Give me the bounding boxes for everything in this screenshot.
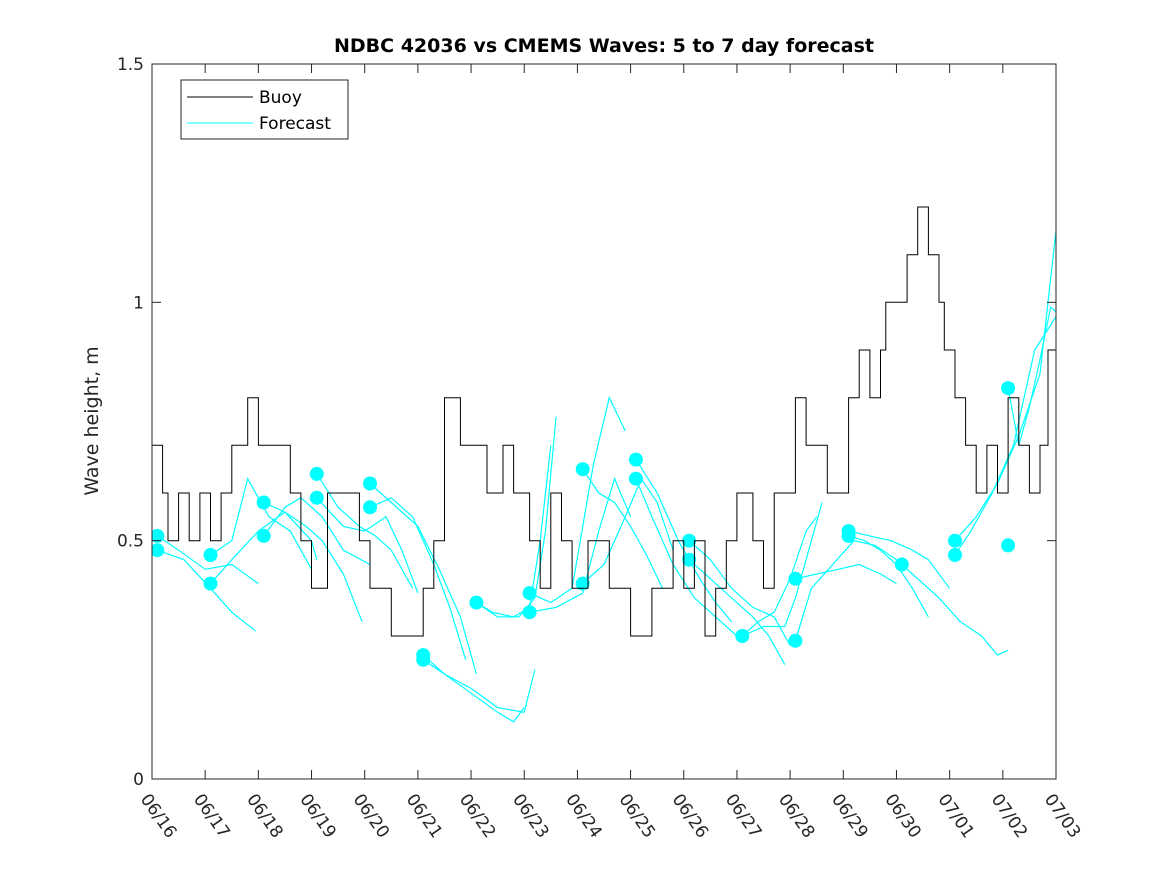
forecast-line-22 bbox=[742, 502, 823, 637]
forecast-start-point-30 bbox=[1001, 538, 1016, 553]
series-layer bbox=[152, 206, 1056, 723]
forecast-line-4 bbox=[263, 501, 363, 622]
forecast-start-point-2 bbox=[203, 548, 218, 562]
forecast-start-point-19 bbox=[682, 533, 697, 548]
axes-box bbox=[151, 63, 1057, 780]
forecast-start-point-18 bbox=[628, 471, 643, 486]
forecast-line-31 bbox=[1007, 305, 1056, 446]
forecast-start-point-6 bbox=[309, 466, 324, 481]
forecast-line-0 bbox=[156, 535, 259, 585]
forecast-start-point-12 bbox=[469, 595, 484, 610]
forecast-line-14 bbox=[529, 395, 626, 604]
forecast-start-point-9 bbox=[363, 500, 377, 515]
forecast-line-23 bbox=[741, 516, 818, 637]
forecast-start-point-0 bbox=[152, 528, 165, 543]
forecast-line-16 bbox=[582, 468, 664, 589]
forecast-start-point-27 bbox=[948, 533, 962, 548]
forecast-line-11 bbox=[422, 659, 525, 723]
forecast-line-3 bbox=[210, 511, 318, 584]
forecast-start-point-14 bbox=[522, 605, 537, 620]
forecast-start-point-29 bbox=[1001, 381, 1016, 396]
forecast-start-point-1 bbox=[152, 543, 165, 558]
y-tick-label-0: 0 bbox=[133, 770, 144, 790]
forecast-start-point-26 bbox=[894, 557, 909, 572]
forecast-start-point-17 bbox=[628, 452, 643, 467]
forecast-line-6 bbox=[316, 473, 414, 589]
forecast-line-21 bbox=[688, 559, 786, 665]
forecast-line-28 bbox=[901, 564, 1009, 656]
legend-forecast-label: Forecast bbox=[259, 114, 331, 134]
forecast-start-point-20 bbox=[682, 552, 697, 567]
forecast-line-5 bbox=[263, 497, 371, 566]
forecast-line-26 bbox=[848, 530, 951, 589]
forecast-start-point-22 bbox=[788, 571, 803, 586]
forecast-line-7 bbox=[316, 497, 419, 594]
forecast-start-point-23 bbox=[788, 633, 803, 648]
chart-title: NDBC 42036 vs CMEMS Waves: 5 to 7 day fo… bbox=[334, 35, 874, 57]
legend: Buoy Forecast bbox=[180, 79, 349, 140]
forecast-start-point-11 bbox=[416, 652, 431, 667]
forecast-start-point-7 bbox=[309, 490, 324, 505]
forecast-line-9 bbox=[369, 497, 467, 660]
buoy-line bbox=[152, 206, 1056, 637]
forecast-line-12 bbox=[476, 445, 552, 618]
forecast-line-20 bbox=[688, 540, 791, 646]
legend-buoy-label: Buoy bbox=[259, 88, 302, 108]
y-axis-label: Wave height, m bbox=[81, 346, 103, 495]
forecast-line-27 bbox=[848, 535, 929, 618]
forecast-start-point-5 bbox=[256, 528, 271, 543]
forecast-start-point-3 bbox=[203, 576, 218, 591]
forecast-start-point-4 bbox=[256, 495, 271, 510]
forecast-start-point-8 bbox=[363, 476, 377, 491]
forecast-line-25 bbox=[794, 540, 897, 641]
forecast-start-point-13 bbox=[522, 586, 537, 601]
forecast-line-10 bbox=[422, 654, 536, 713]
y-tick-label-3: 1.5 bbox=[117, 55, 144, 75]
forecast-line-30 bbox=[954, 316, 1056, 556]
legend-box bbox=[180, 79, 349, 140]
y-tick-label-2: 1 bbox=[133, 293, 144, 313]
forecast-start-point-21 bbox=[735, 629, 750, 643]
forecast-start-point-16 bbox=[575, 576, 590, 591]
forecast-start-point-25 bbox=[841, 528, 856, 543]
forecast-line-2 bbox=[210, 477, 313, 570]
forecast-line-17 bbox=[582, 477, 674, 585]
y-tick-label-1: 0.5 bbox=[117, 532, 144, 552]
forecast-line-15 bbox=[529, 476, 632, 613]
forecast-line-24 bbox=[795, 563, 897, 585]
forecast-start-point-15 bbox=[575, 462, 590, 477]
forecast-start-point-28 bbox=[948, 548, 962, 562]
